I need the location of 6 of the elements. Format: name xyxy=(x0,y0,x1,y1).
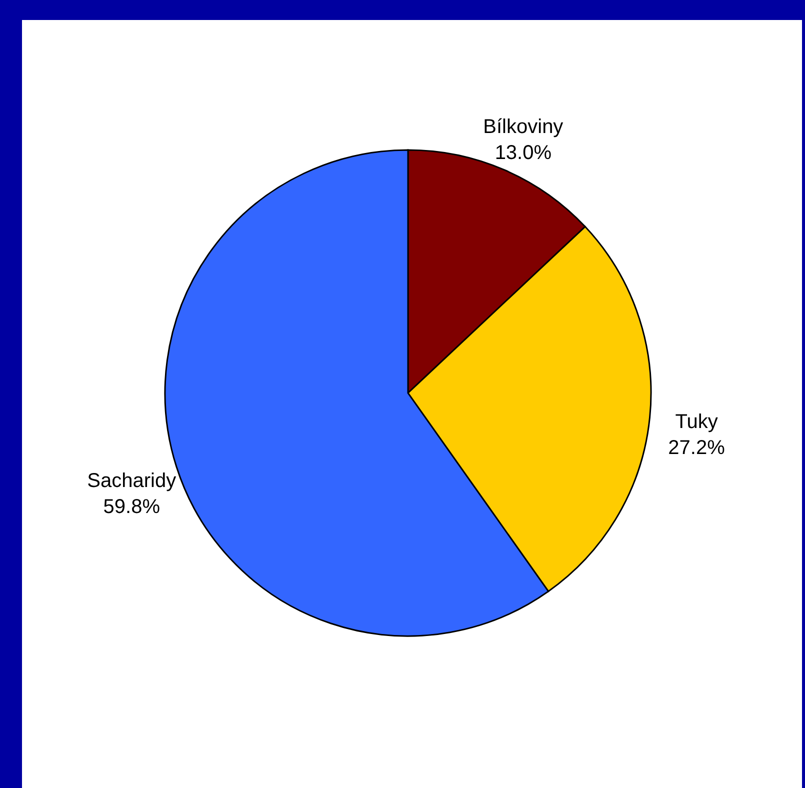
data-label: 27.2% xyxy=(668,437,726,460)
slice-label: Bílkoviny xyxy=(483,116,564,138)
data-label: 59.8% xyxy=(103,496,160,518)
slice-label: Sacharidy xyxy=(87,470,176,492)
slice-label: Tuky xyxy=(675,411,718,434)
data-label: 13.0% xyxy=(494,142,552,164)
